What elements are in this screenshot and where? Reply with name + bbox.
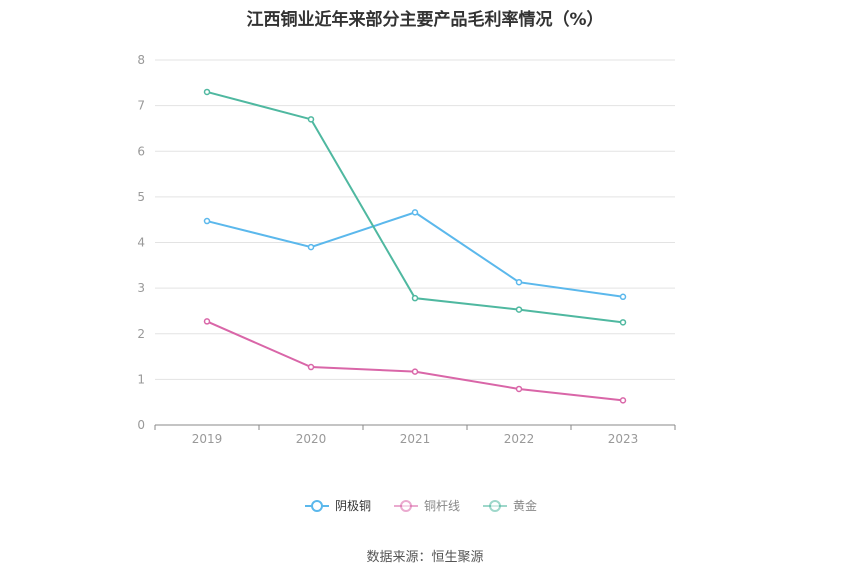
series-layer xyxy=(203,88,627,404)
data-source: 数据来源：恒生聚源 xyxy=(366,550,484,565)
data-point[interactable] xyxy=(307,243,315,251)
legend-label: 铜杆线 xyxy=(424,498,460,513)
series-1 xyxy=(203,318,627,404)
y-tick-label: 8 xyxy=(137,53,145,67)
data-point[interactable] xyxy=(515,278,523,286)
legend-swatch-marker xyxy=(489,500,501,512)
chart-title: 江西铜业近年来部分主要产品毛利率情况（%） xyxy=(246,10,604,30)
data-point[interactable] xyxy=(203,217,211,225)
x-axis: 2019 2020 2021 2022 2023 xyxy=(154,424,676,446)
data-point[interactable] xyxy=(411,368,419,375)
x-tick-label: 2019 xyxy=(192,432,223,446)
y-tick-label: 0 xyxy=(137,418,145,432)
data-point[interactable] xyxy=(619,397,627,404)
data-point[interactable] xyxy=(203,88,211,96)
y-tick-label: 3 xyxy=(137,281,145,295)
y-axis: 0 1 2 3 4 5 6 7 8 xyxy=(137,53,145,432)
legend-label: 阴极铜 xyxy=(335,498,371,513)
y-tick-label: 7 xyxy=(137,99,145,113)
series-2 xyxy=(203,88,627,326)
legend-swatch-marker xyxy=(311,500,323,512)
data-point[interactable] xyxy=(619,319,627,326)
x-tick-label: 2022 xyxy=(504,432,535,446)
grid-layer xyxy=(155,59,675,380)
data-point[interactable] xyxy=(307,116,315,123)
data-point[interactable] xyxy=(515,385,523,393)
series-line xyxy=(206,211,624,298)
x-tick-label: 2021 xyxy=(400,432,431,446)
x-tick-label: 2020 xyxy=(296,432,327,446)
legend: 阴极铜 铜杆线 黄金 xyxy=(305,498,537,513)
y-tick-label: 6 xyxy=(137,144,145,158)
data-point[interactable] xyxy=(203,318,211,325)
data-point[interactable] xyxy=(515,306,523,313)
data-point[interactable] xyxy=(307,363,315,371)
data-point[interactable] xyxy=(411,209,419,216)
y-tick-label: 5 xyxy=(137,190,145,204)
legend-item[interactable]: 铜杆线 xyxy=(394,498,460,513)
y-tick-label: 2 xyxy=(137,327,145,341)
legend-item[interactable]: 阴极铜 xyxy=(305,498,371,513)
data-point[interactable] xyxy=(619,293,627,301)
y-tick-label: 1 xyxy=(137,372,145,386)
x-tick-label: 2023 xyxy=(608,432,639,446)
y-tick-label: 4 xyxy=(137,236,145,250)
legend-swatch-marker xyxy=(400,500,412,512)
legend-label: 黄金 xyxy=(513,498,537,513)
legend-item[interactable]: 黄金 xyxy=(483,498,537,513)
data-point[interactable] xyxy=(411,294,419,302)
series-0 xyxy=(203,209,627,301)
